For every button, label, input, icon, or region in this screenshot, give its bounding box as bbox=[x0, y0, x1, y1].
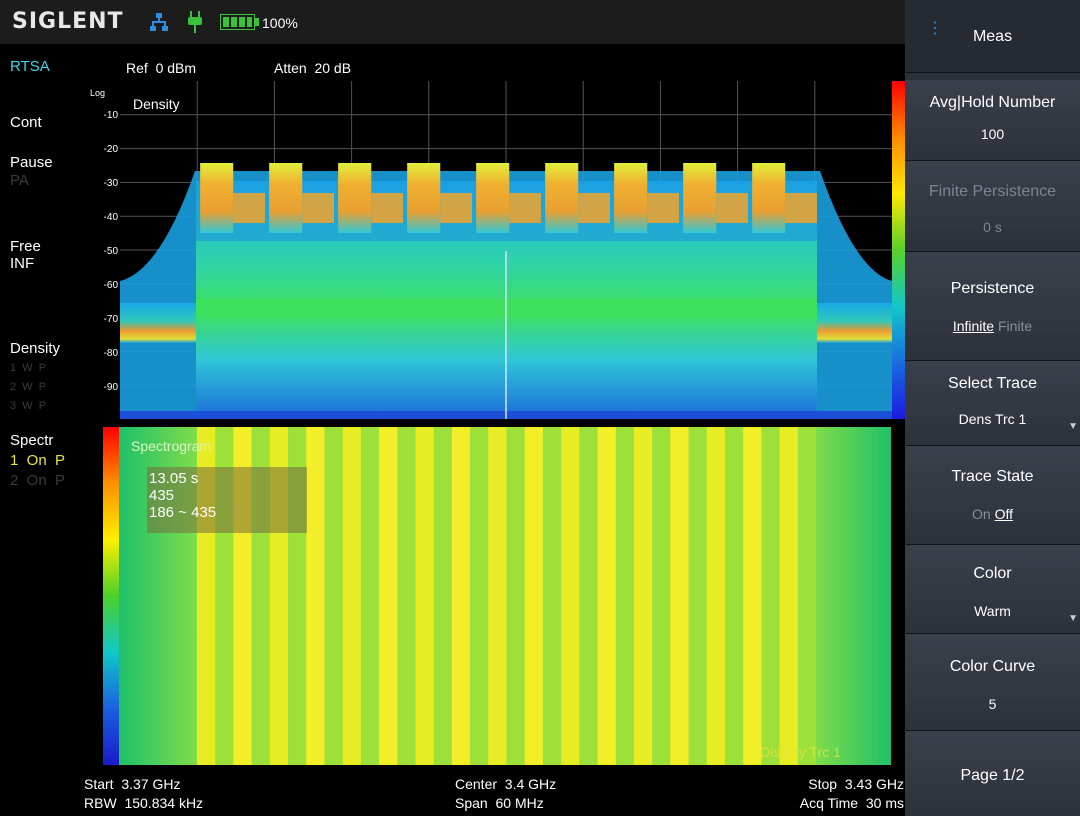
rbw: RBW 150.834 kHz bbox=[84, 795, 204, 811]
color-label: Color bbox=[973, 565, 1012, 582]
brand-logo: SIGLENT bbox=[12, 9, 124, 34]
y-tick-label: -30 bbox=[103, 178, 118, 189]
page-key[interactable]: Page 1/2 bbox=[905, 731, 1080, 816]
color-curve-label: Color Curve bbox=[949, 658, 1036, 675]
trigger-free: Free bbox=[10, 238, 41, 255]
sweep-mode: Cont bbox=[10, 114, 42, 131]
select-trace-label: Select Trace bbox=[948, 375, 1037, 392]
y-tick-label: -50 bbox=[103, 246, 118, 257]
log-scale-label: Log bbox=[90, 88, 106, 98]
density-trace-3: 3 W P bbox=[10, 400, 47, 412]
color-curve-value: 5 bbox=[988, 696, 997, 712]
trace-state-key[interactable]: Trace State On Off bbox=[905, 446, 1080, 545]
meas-header-label: Meas bbox=[972, 28, 1013, 45]
spectrogram-color-scale bbox=[103, 427, 119, 765]
span: Span 60 MHz bbox=[455, 795, 544, 811]
color-curve-key[interactable]: Color Curve 5 bbox=[905, 634, 1080, 731]
avg-hold-label: Avg|Hold Number bbox=[929, 94, 1056, 111]
marker-readout-box bbox=[147, 467, 307, 533]
dropdown-arrow-icon: ▼ bbox=[1068, 421, 1078, 432]
spectr-label: Spectr bbox=[10, 432, 54, 449]
marker-range: 186 ~ 435 bbox=[149, 504, 217, 521]
color-value: Warm bbox=[974, 603, 1011, 619]
density-display[interactable] bbox=[120, 81, 892, 419]
persistence-inf: INF bbox=[10, 255, 35, 272]
density-color-scale bbox=[892, 81, 905, 419]
y-tick-label: -10 bbox=[103, 110, 118, 121]
finite-persistence-label: Finite Persistence bbox=[928, 183, 1057, 200]
center-freq: Center 3.4 GHz bbox=[455, 776, 557, 792]
density-trace-1: 1 W P bbox=[10, 362, 47, 374]
y-tick-label: -90 bbox=[103, 382, 118, 393]
softkey-panel: ⋮ Meas Avg|Hold Number 100 Finite Persis… bbox=[905, 0, 1080, 816]
y-tick-label: -70 bbox=[103, 314, 118, 325]
trace-state-on-option[interactable]: On bbox=[972, 506, 991, 522]
y-tick-label: -60 bbox=[103, 280, 118, 291]
stop-freq: Stop 3.43 GHz bbox=[808, 776, 904, 792]
page-label: Page 1/2 bbox=[960, 767, 1025, 784]
attenuation: Atten 20 dB bbox=[274, 60, 352, 76]
persistence-key[interactable]: Persistence Infinite Finite bbox=[905, 252, 1080, 361]
persistence-label: Persistence bbox=[950, 280, 1035, 297]
y-tick-label: -20 bbox=[103, 144, 118, 155]
preamp-label: PA bbox=[10, 172, 29, 189]
finite-persistence-value: 0 s bbox=[983, 219, 1002, 235]
finite-persistence-key[interactable]: Finite Persistence 0 s bbox=[905, 161, 1080, 252]
avg-hold-value: 100 bbox=[980, 126, 1005, 142]
marker-index: 435 bbox=[149, 487, 175, 504]
persistence-finite-option[interactable]: Finite bbox=[997, 318, 1033, 334]
lan-icon bbox=[150, 13, 168, 31]
density-trace-2: 2 W P bbox=[10, 381, 47, 393]
plug-icon bbox=[188, 11, 202, 33]
mode-label: RTSA bbox=[10, 58, 50, 75]
battery-icon bbox=[220, 14, 259, 30]
color-key[interactable]: Color Warm ▼ bbox=[905, 545, 1080, 634]
persistence-infinite-option[interactable]: Infinite bbox=[952, 318, 995, 334]
density-title: Density bbox=[133, 96, 180, 112]
marker-time: 13.05 s bbox=[149, 470, 199, 487]
avg-hold-number-key[interactable]: Avg|Hold Number 100 bbox=[905, 80, 1080, 161]
pause-label: Pause bbox=[10, 154, 53, 171]
start-freq: Start 3.37 GHz bbox=[84, 776, 181, 792]
spectrogram-title: Spectrogram bbox=[131, 438, 212, 454]
meas-menu-header[interactable]: ⋮ Meas bbox=[905, 0, 1080, 73]
density-label: Density bbox=[10, 340, 61, 357]
battery-percent: 100% bbox=[262, 15, 298, 31]
trace-state-off-option[interactable]: Off bbox=[994, 506, 1013, 522]
y-tick-label: -40 bbox=[103, 212, 118, 223]
y-tick-label: -80 bbox=[103, 348, 118, 359]
spec-trace-2: 2 On P bbox=[10, 472, 66, 489]
spec-trace-1: 1 On P bbox=[10, 452, 66, 469]
acq-time: Acq Time 30 ms bbox=[799, 795, 904, 811]
select-trace-key[interactable]: Select Trace Dens Trc 1 ▼ bbox=[905, 361, 1080, 446]
trace-state-label: Trace State bbox=[951, 468, 1034, 485]
select-trace-value: Dens Trc 1 bbox=[958, 411, 1027, 427]
display-trace-label: Display Trc 1 bbox=[760, 744, 841, 760]
ref-level: Ref 0 dBm bbox=[126, 60, 197, 76]
top-status-bar bbox=[0, 0, 905, 44]
dropdown-arrow-icon: ▼ bbox=[1068, 613, 1078, 624]
